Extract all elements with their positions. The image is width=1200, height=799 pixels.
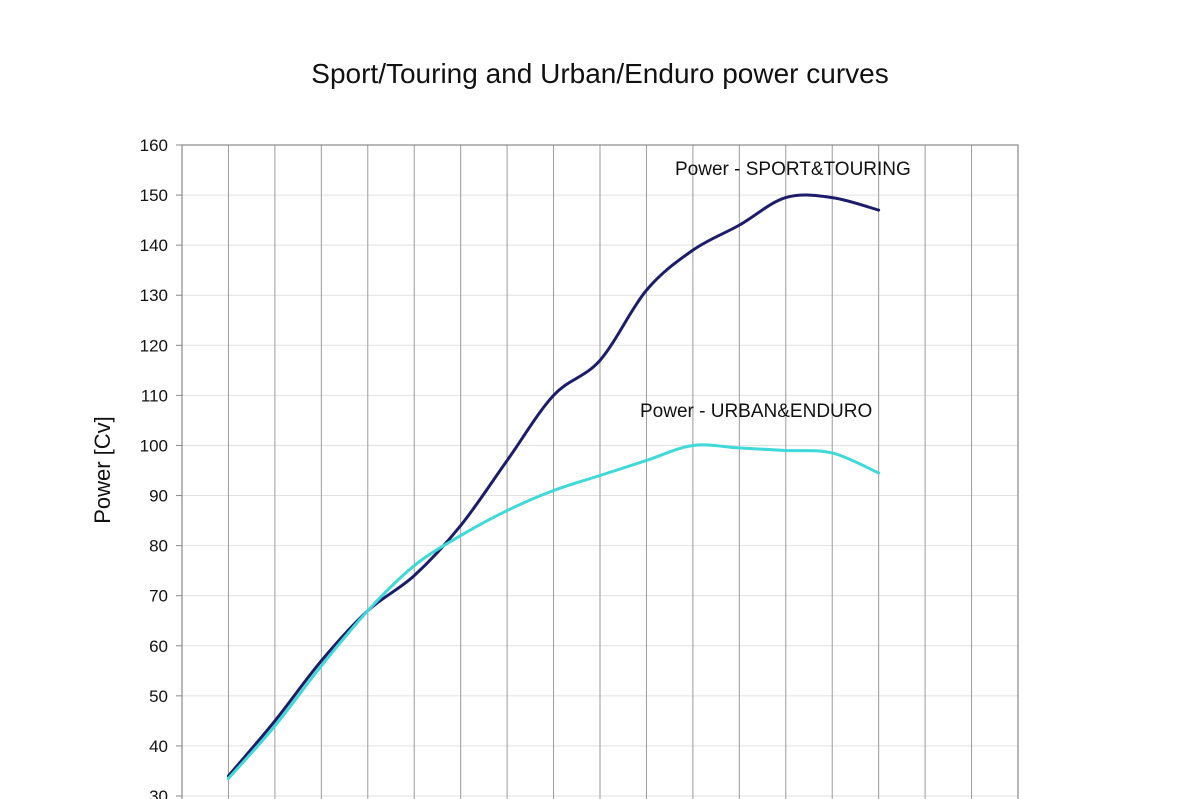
y-tick-label-50: 50 xyxy=(149,687,168,706)
y-tick-label-120: 120 xyxy=(140,336,168,355)
y-axis-tick-labels: 30 40 50 60 70 80 90 100 110 120 130 140 150 160 xyxy=(140,136,182,799)
y-tick-label-150: 150 xyxy=(140,186,168,205)
y-axis-title: Power [Cv] xyxy=(90,416,115,524)
y-tick-label-30: 30 xyxy=(149,787,168,799)
vertical-gridlines xyxy=(227,145,973,799)
chart-title: Sport/Touring and Urban/Enduro power cur… xyxy=(311,58,889,89)
series-lines xyxy=(226,193,881,780)
y-tick-label-100: 100 xyxy=(140,436,168,455)
series-label-urban-enduro: Power - URBAN&ENDURO xyxy=(640,401,872,422)
y-tick-label-140: 140 xyxy=(140,236,168,255)
plot-area-frame xyxy=(181,144,1019,799)
y-tick-label-160: 160 xyxy=(140,136,168,155)
y-tick-label-130: 130 xyxy=(140,286,168,305)
y-tick-label-40: 40 xyxy=(149,737,168,756)
y-tick-label-70: 70 xyxy=(149,587,168,606)
y-tick-label-80: 80 xyxy=(149,537,168,556)
y-tick-label-90: 90 xyxy=(149,487,168,506)
y-tick-label-110: 110 xyxy=(141,386,168,405)
series-line-urban-enduro xyxy=(226,443,881,780)
series-line-sport-touring xyxy=(226,193,881,778)
y-tick-label-60: 60 xyxy=(149,637,168,656)
series-label-sport-touring: Power - SPORT&TOURING xyxy=(675,159,911,180)
